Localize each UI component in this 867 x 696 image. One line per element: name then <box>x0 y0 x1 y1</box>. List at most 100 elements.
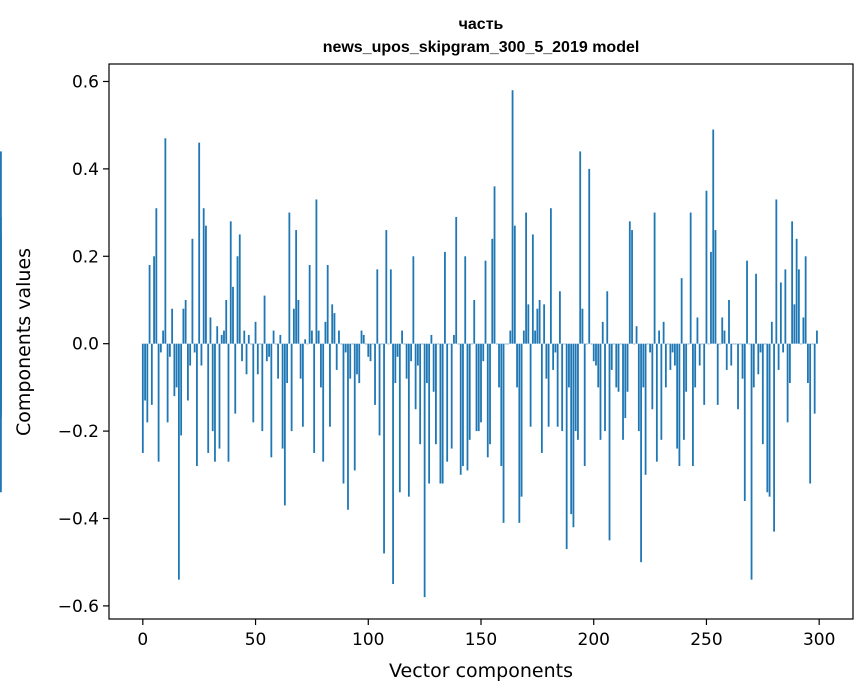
bar-98 <box>362 334 365 344</box>
bar-156 <box>493 186 496 344</box>
bar-278 <box>768 343 771 497</box>
bar-289 <box>793 304 796 344</box>
bar-50 <box>254 321 257 344</box>
x-tick-label: 300 <box>803 630 835 650</box>
bar-191 <box>572 343 575 528</box>
bar-286 <box>786 343 789 423</box>
bar-6 <box>155 208 158 344</box>
bar-160 <box>502 343 505 523</box>
bar-38 <box>227 343 230 462</box>
bar-149 <box>477 343 480 432</box>
bar-15 <box>175 343 178 388</box>
bar-188 <box>565 343 568 550</box>
bar-24 <box>196 343 198 467</box>
bar-220 <box>637 343 640 432</box>
bar-222 <box>642 343 645 388</box>
bar-110 <box>389 269 392 344</box>
bar-256 <box>719 343 721 345</box>
bar-174 <box>534 330 537 344</box>
bar-138 <box>453 334 455 344</box>
bar-215 <box>626 343 629 392</box>
bar-249 <box>703 343 706 405</box>
bar-265 <box>739 343 742 345</box>
bar-119 <box>410 343 413 362</box>
bar-19 <box>184 299 187 344</box>
bar-246 <box>696 317 699 344</box>
bar-71 <box>301 343 304 427</box>
bar-184 <box>556 343 559 427</box>
bar-85 <box>333 313 336 344</box>
bar-195 <box>581 308 584 344</box>
bar-84 <box>331 304 334 344</box>
bar-202 <box>597 343 600 388</box>
bar-1 <box>144 343 146 401</box>
bar-74 <box>308 265 311 344</box>
x-axis-label: Vector components <box>389 660 573 682</box>
bar-0 <box>141 343 144 453</box>
bar-180 <box>547 343 550 427</box>
bar-35 <box>220 334 223 344</box>
bar-154 <box>489 343 491 445</box>
bar-105 <box>378 343 381 436</box>
bar-124 <box>421 343 424 345</box>
bar-211 <box>617 343 620 392</box>
bar-55 <box>265 343 268 362</box>
bar-116 <box>403 343 406 345</box>
bar-176 <box>538 299 541 344</box>
bar-128 <box>430 334 433 344</box>
y-tick-label: 0.4 <box>72 160 99 180</box>
bar-10 <box>164 138 167 344</box>
bar-172 <box>529 343 532 427</box>
bar-146 <box>471 343 473 345</box>
bar-296 <box>809 343 812 484</box>
bar-41 <box>234 343 237 414</box>
bar-57 <box>270 343 273 458</box>
bar-312 <box>0 343 2 493</box>
bar-166 <box>516 343 518 388</box>
bar-25 <box>198 142 201 344</box>
bar-181 <box>549 208 552 344</box>
bar-251 <box>707 343 710 345</box>
bar-203 <box>599 343 602 440</box>
bar-20 <box>187 343 189 401</box>
bar-279 <box>770 321 773 344</box>
bar-240 <box>683 343 685 440</box>
bar-75 <box>311 330 313 344</box>
bar-59 <box>274 343 277 345</box>
y-tick-label: −0.2 <box>58 422 99 442</box>
bar-104 <box>376 269 379 344</box>
bar-126 <box>425 343 428 384</box>
bar-40 <box>232 286 234 344</box>
bar-223 <box>644 343 647 475</box>
bar-161 <box>504 343 507 345</box>
bar-83 <box>329 343 331 427</box>
bar-21 <box>189 343 192 366</box>
bar-112 <box>394 343 397 384</box>
bar-140 <box>457 343 460 345</box>
x-axis-ticks: 0 50 100 150 200 250 300 <box>137 619 835 650</box>
bar-87 <box>338 330 340 344</box>
bar-209 <box>613 343 615 345</box>
bar-189 <box>568 343 570 388</box>
bar-268 <box>746 260 748 344</box>
bar-299 <box>816 330 818 344</box>
bar-287 <box>788 343 791 384</box>
bar-81 <box>324 321 327 344</box>
bar-129 <box>432 343 435 392</box>
bar-244 <box>692 343 694 467</box>
bar-44 <box>241 343 243 362</box>
bar-310 <box>0 151 2 344</box>
bar-152 <box>484 260 487 344</box>
bar-227 <box>653 212 656 344</box>
bar-76 <box>313 343 316 453</box>
bar-78 <box>317 330 320 344</box>
bar-276 <box>764 343 766 345</box>
bar-221 <box>640 343 642 563</box>
bar-31 <box>211 343 214 432</box>
bar-134 <box>444 251 446 344</box>
bar-282 <box>777 343 780 370</box>
bar-228 <box>655 343 658 462</box>
bar-82 <box>326 265 329 344</box>
bar-17 <box>180 343 183 436</box>
bar-34 <box>218 343 221 449</box>
